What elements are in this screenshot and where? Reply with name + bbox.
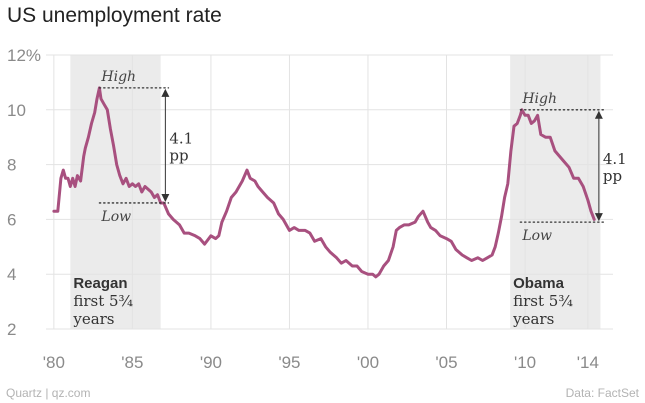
period-duration-unit-1: years [512,310,554,328]
x-tick-label: '05 [435,353,457,372]
grid-layer [46,54,613,330]
tick-labels-layer: 2 4 6 8 10 12% '80 '85 '90 '95 '00 '05 '10 '14 [7,46,599,372]
difference-value-0: 4.1 [169,129,193,147]
x-tick-label: '80 [43,353,65,372]
x-tick-label: '90 [200,353,222,372]
y-tick-label: 10 [7,101,26,120]
period-duration-unit-0: years [72,310,114,328]
low-label-1: Low [521,228,552,244]
x-tick-label: '00 [357,353,379,372]
x-tick-label: '85 [121,353,143,372]
footer-source: Quartz | qz.com [6,386,90,400]
period-duration-0: first 5¾ [73,292,133,310]
y-tick-label: 12% [7,46,41,65]
footer-data-credit: Data: FactSet [566,386,640,400]
x-tick-label: '14 [577,353,599,372]
y-tick-label: 6 [7,210,16,229]
series-line-0 [52,86,596,279]
series-layer [52,86,596,279]
y-tick-label: 2 [7,320,16,339]
y-tick-label: 4 [7,265,16,284]
x-tick-label: '95 [278,353,300,372]
high-label-1: High [521,91,557,107]
high-label-0: High [100,69,136,85]
y-tick-label: 8 [7,156,16,175]
difference-unit-0: pp [169,146,188,164]
chart-title: US unemployment rate [7,4,222,27]
difference-value-1: 4.1 [603,150,627,168]
shaded-period-0 [70,55,161,329]
x-tick-label: '10 [514,353,536,372]
period-duration-1: first 5¾ [513,292,573,310]
period-name-0: Reagan [73,275,127,292]
low-label-0: Low [100,209,131,225]
period-name-1: Obama [513,275,565,292]
difference-unit-1: pp [603,167,622,185]
